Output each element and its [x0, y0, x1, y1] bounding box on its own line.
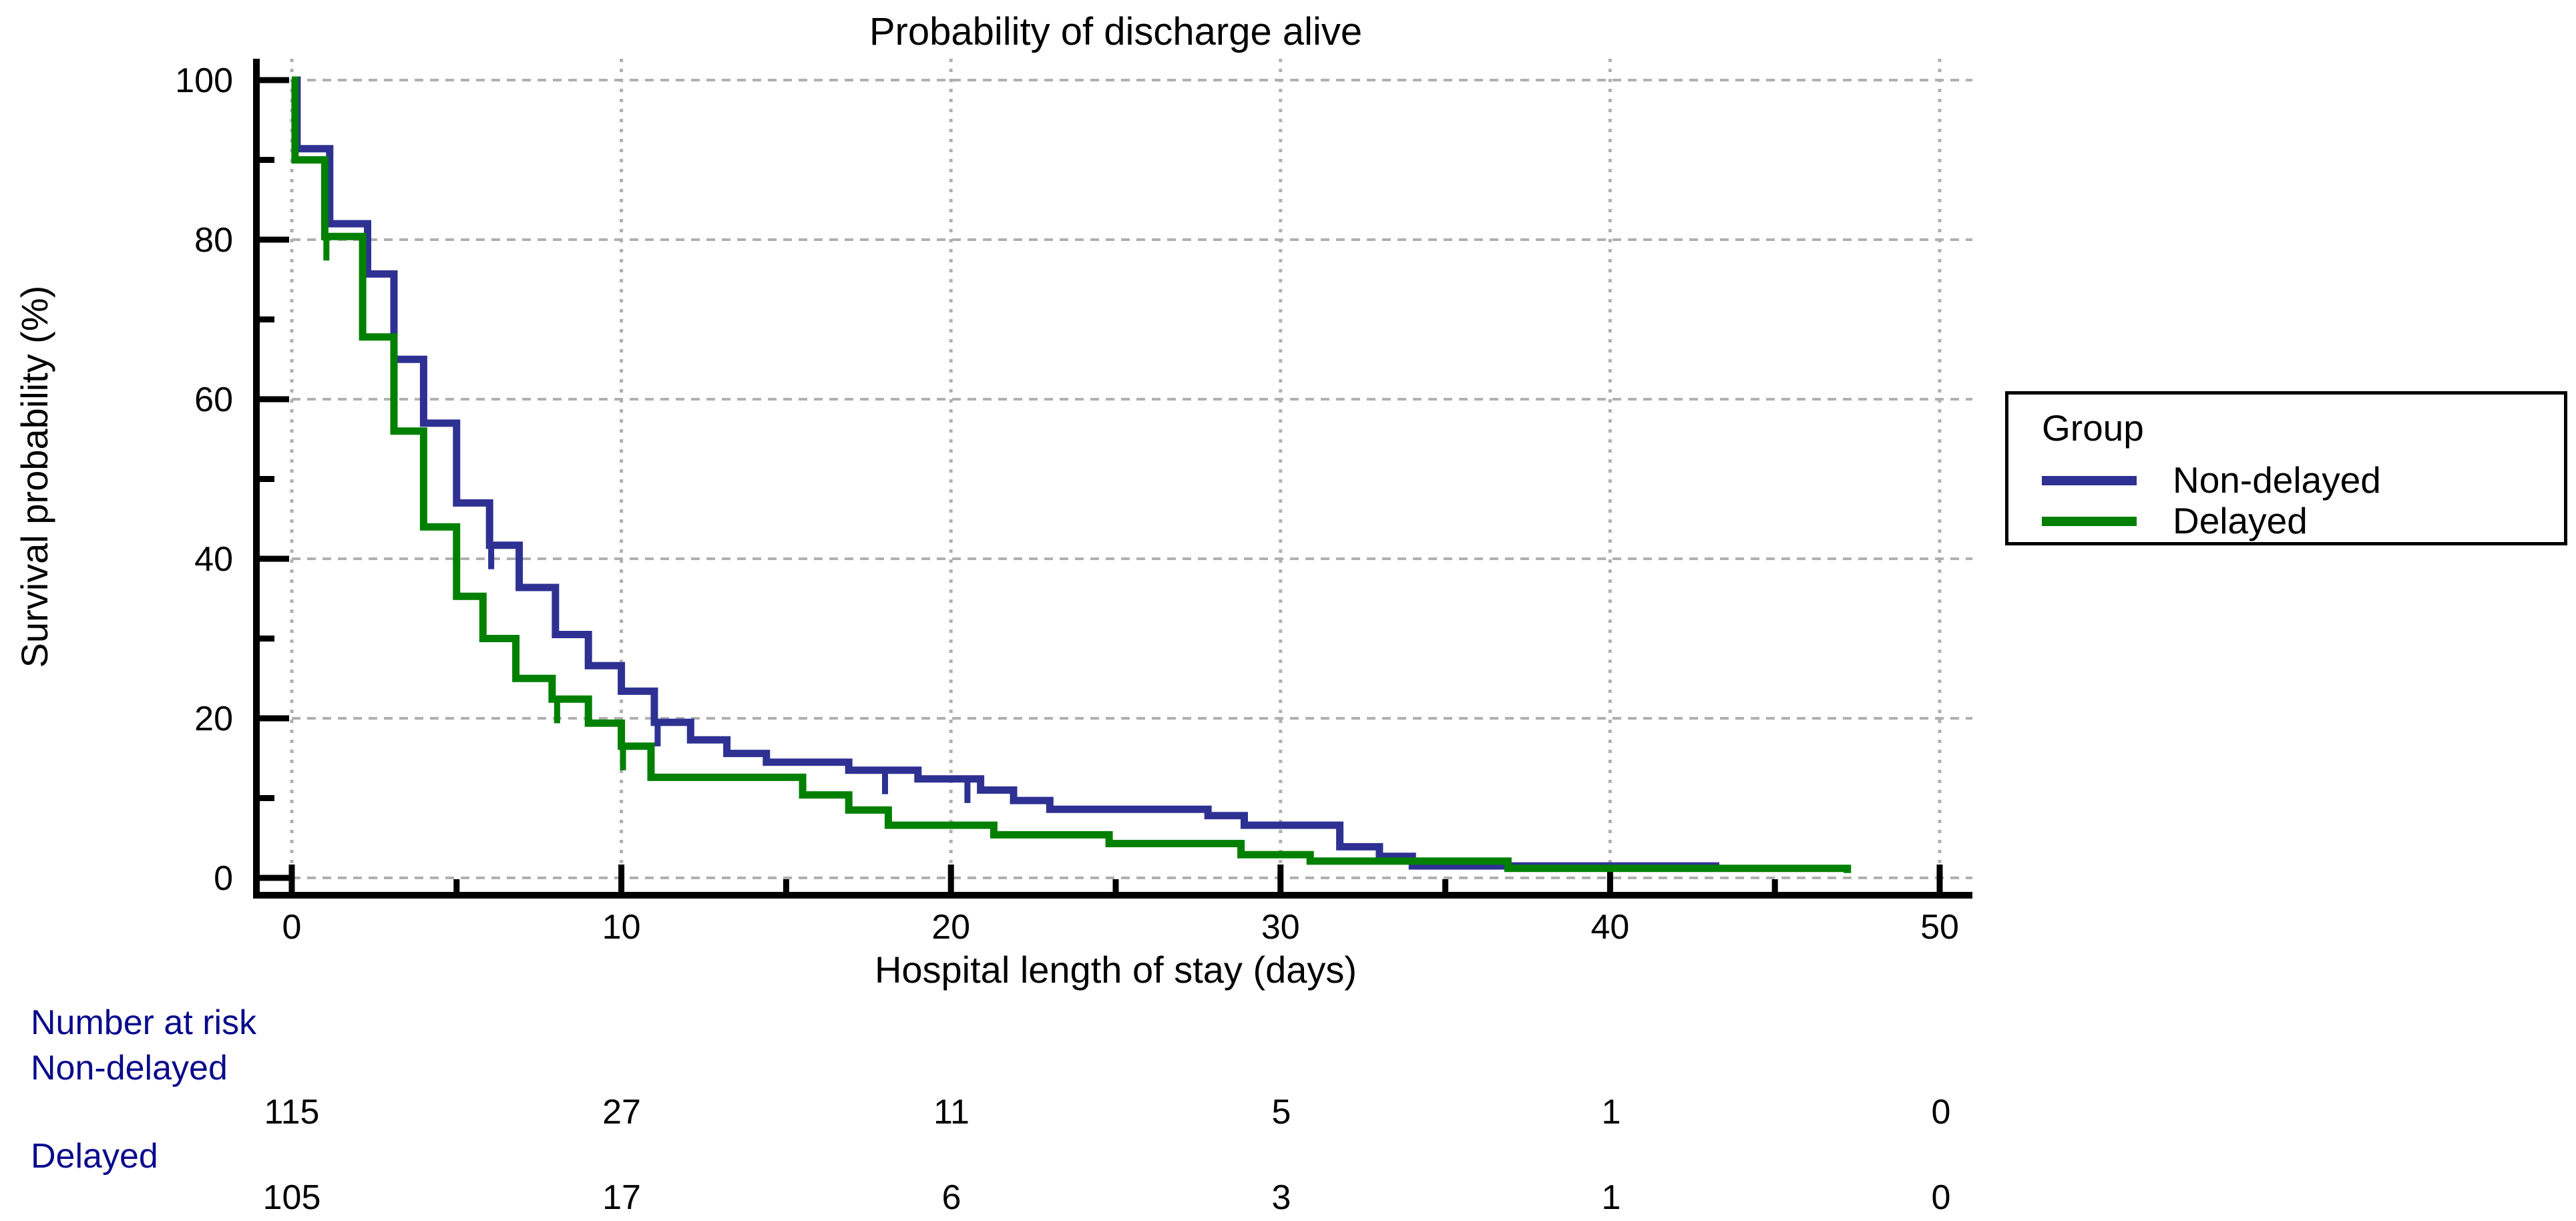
non-delayed-line-swatch: [2042, 476, 2137, 485]
curve-non-delayed: [292, 76, 1719, 872]
legend-title: Group: [2042, 407, 2144, 449]
legend-box: Group Non-delayed Delayed: [2005, 391, 2567, 545]
risk-value: 105: [262, 1178, 321, 1217]
legend-item-delayed: Delayed: [2008, 499, 2564, 541]
delayed-line-swatch: [2042, 517, 2137, 526]
x-axis-title: Hospital length of stay (days): [874, 949, 1357, 991]
y-tick-label: 20: [194, 700, 233, 738]
x-tick-label: 50: [1920, 908, 1959, 947]
x-tick-label: 20: [931, 908, 970, 947]
risk-row-label-non-delayed: Non-delayed: [31, 1049, 228, 1087]
chart-title: Probability of discharge alive: [869, 10, 1363, 53]
legend-label-non-delayed: Non-delayed: [2173, 459, 2381, 501]
y-tick-label: 60: [194, 381, 233, 419]
risk-value: 6: [941, 1178, 961, 1217]
risk-row-label-delayed: Delayed: [31, 1137, 158, 1176]
risk-table-header: Number at risk: [31, 1003, 257, 1042]
legend-label-delayed: Delayed: [2173, 500, 2308, 541]
risk-value: 17: [602, 1178, 641, 1217]
curve-delayed: [291, 76, 1852, 873]
risk-value: 3: [1271, 1178, 1291, 1217]
risk-value: 11: [933, 1093, 970, 1132]
x-tick-label: 10: [602, 908, 641, 947]
risk-value: 5: [1271, 1093, 1291, 1132]
risk-value: 115: [264, 1093, 320, 1132]
risk-value: 0: [1931, 1178, 1951, 1217]
x-tick-label: 30: [1261, 908, 1300, 947]
legend-item-non-delayed: Non-delayed: [2008, 459, 2564, 501]
x-tick-label: 0: [282, 908, 302, 947]
x-tick-label: 40: [1590, 908, 1629, 947]
risk-value: 27: [602, 1093, 641, 1132]
y-tick-label: 100: [175, 61, 233, 100]
y-tick-label: 80: [194, 221, 233, 260]
risk-value: 1: [1601, 1093, 1621, 1132]
risk-value: 1: [1601, 1178, 1621, 1217]
risk-value: 0: [1931, 1093, 1951, 1132]
y-tick-label: 0: [214, 859, 233, 898]
y-tick-label: 40: [194, 540, 233, 579]
